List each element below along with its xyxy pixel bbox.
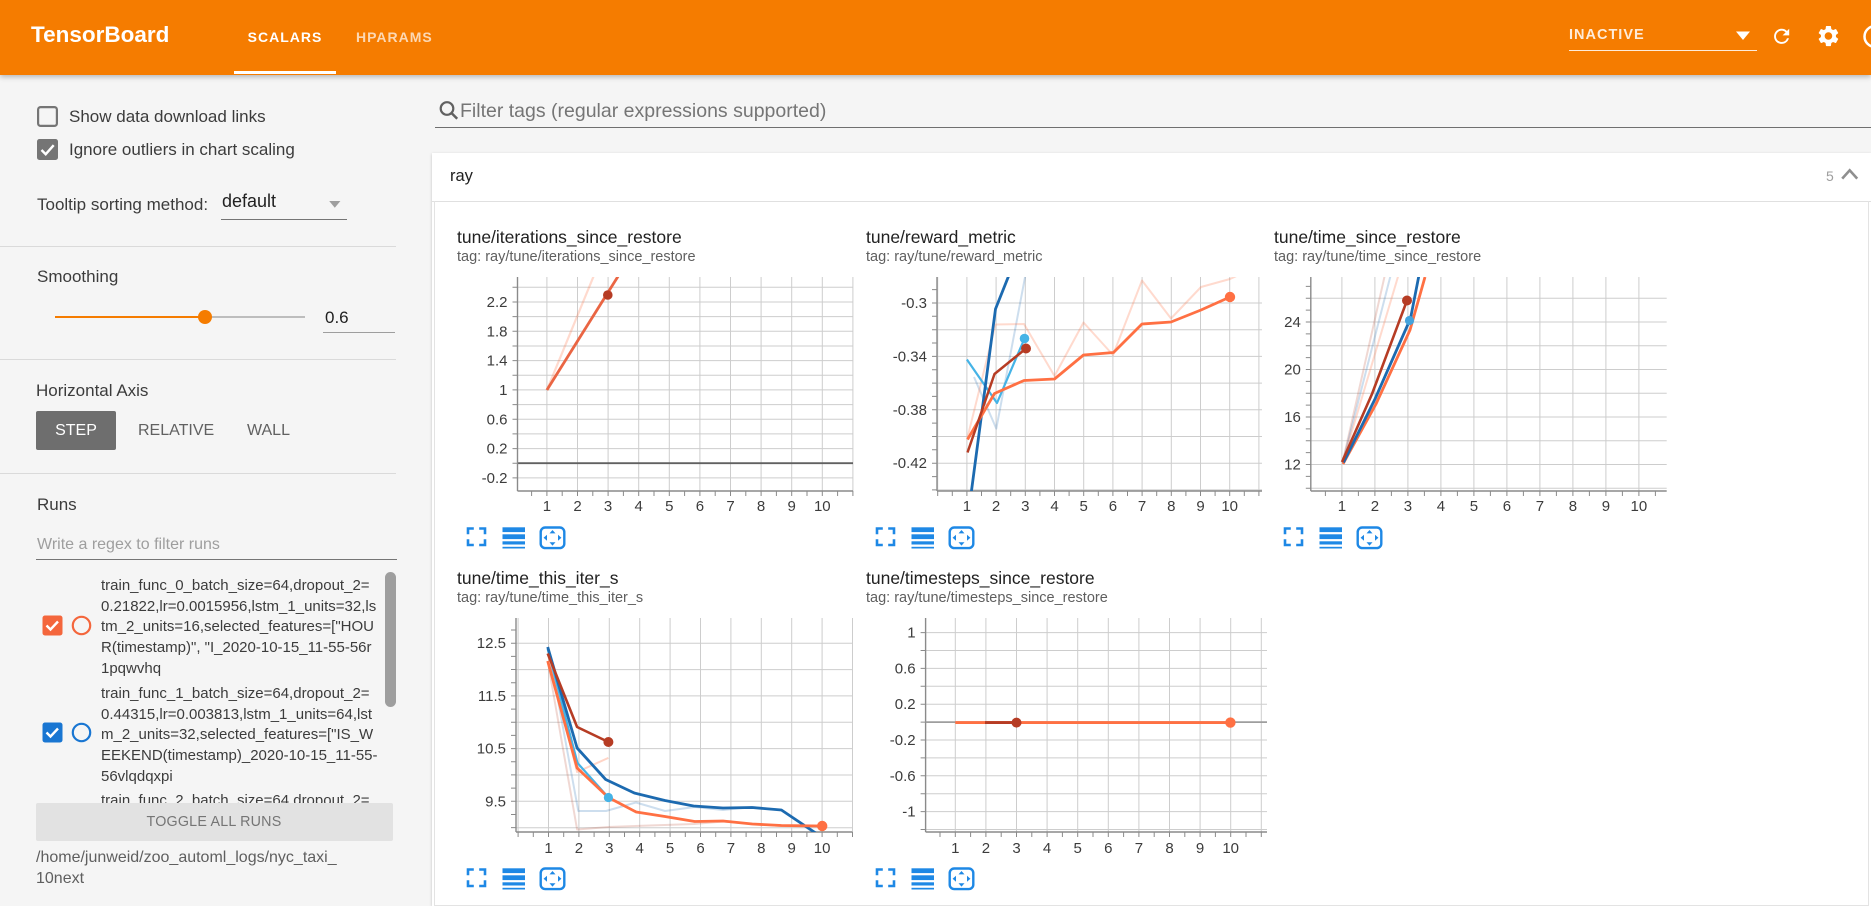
svg-text:3: 3 bbox=[1021, 498, 1029, 515]
svg-text:tune/time_this_iter_s: tune/time_this_iter_s bbox=[457, 568, 619, 589]
svg-text:tag: ray/tune/reward_metric: tag: ray/tune/reward_metric bbox=[866, 249, 1043, 265]
svg-text:tag: ray/tune/time_since_resto: tag: ray/tune/time_since_restore bbox=[1274, 249, 1481, 265]
svg-text:8: 8 bbox=[757, 840, 765, 857]
svg-text:-1: -1 bbox=[902, 804, 915, 821]
svg-text:12: 12 bbox=[1284, 457, 1301, 474]
svg-text:tag: ray/tune/iterations_since: tag: ray/tune/iterations_since_restore bbox=[457, 249, 696, 265]
svg-text:6: 6 bbox=[1503, 498, 1511, 515]
svg-text:9: 9 bbox=[788, 498, 796, 515]
svg-text:7: 7 bbox=[1135, 840, 1143, 857]
svg-text:5: 5 bbox=[1080, 498, 1088, 515]
svg-text:0.2: 0.2 bbox=[487, 441, 508, 458]
svg-text:7: 7 bbox=[726, 498, 734, 515]
svg-text:tune/iterations_since_restore: tune/iterations_since_restore bbox=[457, 227, 682, 248]
svg-text:tune/timesteps_since_restore: tune/timesteps_since_restore bbox=[866, 568, 1095, 589]
svg-text:24: 24 bbox=[1284, 314, 1301, 331]
svg-text:11.5: 11.5 bbox=[478, 688, 506, 705]
svg-text:7: 7 bbox=[1138, 498, 1146, 515]
svg-text:0.2: 0.2 bbox=[895, 696, 916, 713]
svg-text:6: 6 bbox=[1109, 498, 1117, 515]
svg-text:1: 1 bbox=[544, 840, 552, 857]
svg-text:6: 6 bbox=[696, 840, 704, 857]
svg-text:1: 1 bbox=[907, 625, 915, 642]
svg-text:10: 10 bbox=[1221, 498, 1238, 515]
svg-text:16: 16 bbox=[1284, 409, 1301, 426]
svg-text:2: 2 bbox=[982, 840, 990, 857]
svg-text:2: 2 bbox=[1371, 498, 1379, 515]
svg-text:6: 6 bbox=[696, 498, 704, 515]
svg-text:-0.34: -0.34 bbox=[893, 348, 927, 365]
svg-text:3: 3 bbox=[1012, 840, 1020, 857]
svg-text:-0.2: -0.2 bbox=[482, 470, 508, 487]
svg-text:4: 4 bbox=[635, 498, 643, 515]
svg-text:-0.38: -0.38 bbox=[893, 402, 927, 419]
svg-text:5: 5 bbox=[666, 840, 674, 857]
svg-text:5: 5 bbox=[1470, 498, 1478, 515]
svg-text:9: 9 bbox=[1602, 498, 1610, 515]
svg-text:tune/time_since_restore: tune/time_since_restore bbox=[1274, 227, 1461, 248]
svg-text:2: 2 bbox=[575, 840, 583, 857]
svg-text:-0.2: -0.2 bbox=[890, 732, 916, 749]
svg-text:1: 1 bbox=[499, 382, 507, 399]
svg-text:9: 9 bbox=[788, 840, 796, 857]
svg-text:0.6: 0.6 bbox=[895, 660, 916, 677]
svg-text:9: 9 bbox=[1196, 840, 1204, 857]
svg-text:10: 10 bbox=[1222, 840, 1239, 857]
svg-text:7: 7 bbox=[727, 840, 735, 857]
svg-text:-0.3: -0.3 bbox=[901, 295, 927, 312]
svg-text:9.5: 9.5 bbox=[485, 793, 506, 810]
svg-text:tune/reward_metric: tune/reward_metric bbox=[866, 227, 1016, 248]
svg-text:2: 2 bbox=[992, 498, 1000, 515]
svg-text:1: 1 bbox=[543, 498, 551, 515]
svg-text:1.8: 1.8 bbox=[487, 323, 508, 340]
svg-text:tag: ray/tune/time_this_iter_s: tag: ray/tune/time_this_iter_s bbox=[457, 590, 643, 606]
svg-text:4: 4 bbox=[636, 840, 644, 857]
svg-text:3: 3 bbox=[605, 840, 613, 857]
svg-text:0.6: 0.6 bbox=[487, 411, 508, 428]
svg-text:-0.42: -0.42 bbox=[893, 455, 927, 472]
svg-text:10: 10 bbox=[814, 840, 831, 857]
svg-text:3: 3 bbox=[1404, 498, 1412, 515]
svg-text:20: 20 bbox=[1284, 362, 1301, 379]
svg-text:8: 8 bbox=[1167, 498, 1175, 515]
svg-text:-0.6: -0.6 bbox=[890, 768, 916, 785]
svg-text:6: 6 bbox=[1104, 840, 1112, 857]
svg-text:10: 10 bbox=[1631, 498, 1648, 515]
svg-text:2: 2 bbox=[573, 498, 581, 515]
svg-text:1.4: 1.4 bbox=[487, 353, 508, 370]
svg-text:5: 5 bbox=[1074, 840, 1082, 857]
svg-text:9: 9 bbox=[1196, 498, 1204, 515]
svg-text:5: 5 bbox=[665, 498, 673, 515]
svg-text:7: 7 bbox=[1536, 498, 1544, 515]
svg-text:tag: ray/tune/timesteps_since_: tag: ray/tune/timesteps_since_restore bbox=[866, 590, 1108, 606]
svg-text:10: 10 bbox=[814, 498, 831, 515]
svg-text:8: 8 bbox=[1165, 840, 1173, 857]
svg-text:1: 1 bbox=[951, 840, 959, 857]
svg-text:8: 8 bbox=[757, 498, 765, 515]
svg-text:2.2: 2.2 bbox=[487, 294, 508, 311]
svg-text:4: 4 bbox=[1437, 498, 1445, 515]
svg-text:10.5: 10.5 bbox=[477, 741, 506, 758]
svg-text:4: 4 bbox=[1050, 498, 1058, 515]
svg-text:1: 1 bbox=[1338, 498, 1346, 515]
svg-text:8: 8 bbox=[1569, 498, 1577, 515]
svg-text:3: 3 bbox=[604, 498, 612, 515]
svg-text:1: 1 bbox=[963, 498, 971, 515]
svg-text:4: 4 bbox=[1043, 840, 1051, 857]
svg-text:12.5: 12.5 bbox=[477, 635, 506, 652]
